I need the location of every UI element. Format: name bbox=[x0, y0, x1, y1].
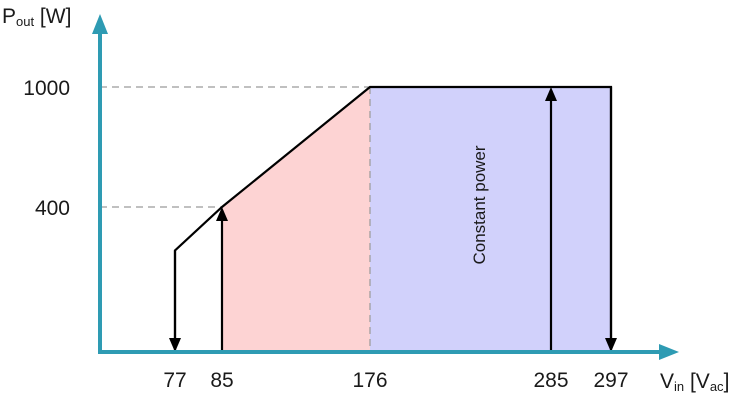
y-tick-label: 400 bbox=[35, 197, 70, 220]
arrow-297 bbox=[605, 87, 617, 352]
region-derating bbox=[222, 87, 370, 352]
x-tick-label: 77 bbox=[163, 369, 186, 392]
y-axis-symbol: P bbox=[2, 5, 16, 28]
region-constant-power bbox=[370, 87, 611, 352]
x-tick-label: 285 bbox=[533, 369, 568, 392]
arrow-head bbox=[216, 207, 228, 221]
x-axis-unit-subscript: ac bbox=[710, 379, 724, 393]
x-axis-title: Vin [Vac] bbox=[660, 370, 729, 393]
x-tick-label: 85 bbox=[210, 369, 233, 392]
arrow-layer bbox=[169, 87, 617, 352]
x-axis-unit-open: [V bbox=[684, 370, 710, 393]
axes bbox=[92, 14, 679, 360]
arrow-head bbox=[605, 338, 617, 352]
x-axis-symbol: V bbox=[660, 370, 674, 393]
y-axis-unit: [W] bbox=[34, 5, 71, 28]
arrow-285 bbox=[545, 87, 557, 352]
x-tick-label: 297 bbox=[593, 369, 628, 392]
arrow-77 bbox=[169, 250, 181, 352]
guide-lines bbox=[100, 86, 371, 352]
y-tick-label: 1000 bbox=[23, 77, 70, 100]
regions bbox=[222, 87, 611, 352]
tick-labels: 77 85 176 285 297 1000 400 bbox=[23, 77, 628, 392]
x-axis-unit-close: ] bbox=[724, 370, 730, 393]
y-axis-subscript: out bbox=[16, 14, 34, 29]
x-axis-arrowhead bbox=[659, 344, 679, 360]
y-axis-arrowhead bbox=[92, 14, 108, 34]
y-axis-title: Pout [W] bbox=[2, 5, 71, 29]
constant-power-label: Constant power bbox=[470, 145, 489, 264]
arrow-head bbox=[545, 87, 557, 101]
x-tick-label: 176 bbox=[352, 369, 387, 392]
arrow-head bbox=[169, 338, 181, 352]
x-axis-subscript: in bbox=[674, 379, 684, 393]
arrow-85 bbox=[216, 207, 228, 352]
